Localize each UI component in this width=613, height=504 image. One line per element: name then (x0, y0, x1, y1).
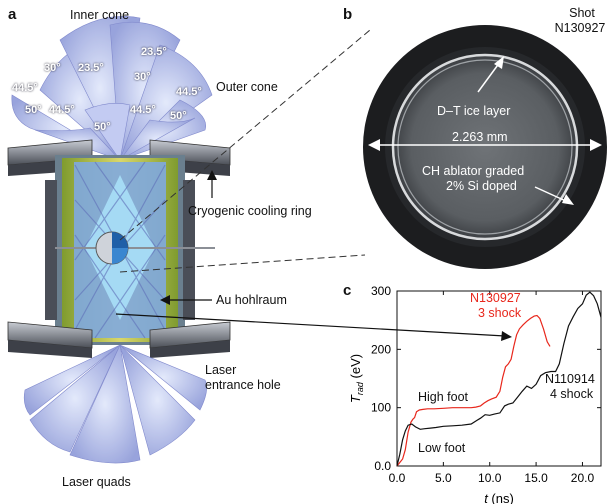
panel-a-arrows (115, 178, 506, 337)
x-axis-label: t (ns) (484, 491, 514, 504)
ablator-label-1: CH ablator graded (422, 164, 525, 178)
angle-label: 44.5° (49, 104, 75, 116)
angle-label: 30° (134, 71, 151, 83)
diameter-label: 2.263 mm (452, 130, 508, 144)
low-foot-label: Low foot (418, 441, 466, 455)
x-tick-label: 0.0 (389, 471, 406, 485)
dashed-projection-lines (119, 29, 371, 273)
lower-cooling-ring (7, 321, 231, 358)
cryogenic-ring-label: Cryogenic cooling ring (188, 204, 312, 218)
high-foot-label: High foot (418, 390, 469, 404)
angle-label: 30° (44, 62, 61, 74)
angle-label: 50° (94, 121, 111, 133)
shot-label: Shot N130927 (552, 6, 612, 36)
plot-frame (396, 290, 602, 467)
angle-label: 50° (25, 104, 42, 116)
angle-label: 44.5° (130, 104, 156, 116)
x-tick-label: 15.0 (524, 471, 548, 485)
x-tick-label: 5.0 (435, 471, 452, 485)
s1-name-label: N130927 (470, 291, 521, 305)
hohlraum-body (45, 155, 215, 345)
entrance-hole-label-1: Laser (205, 363, 237, 377)
y-tick-label: 0.0 (374, 459, 391, 473)
laser-quads-label: Laser quads (62, 475, 131, 489)
ice-layer-label: D–T ice layer (437, 104, 511, 118)
shot-label-line1: Shot (569, 6, 595, 20)
y-tick-label: 300 (371, 284, 391, 298)
panel-c-letter: c (343, 282, 352, 299)
s2-desc-label: 4 shock (550, 387, 594, 401)
inner-cone-label: Inner cone (70, 8, 130, 22)
series-line-N130927 (396, 314, 551, 467)
angle-label: 44.5° (12, 82, 38, 94)
y-tick-label: 100 (371, 401, 391, 415)
lower-laser-beams (23, 343, 207, 464)
angle-label: 50° (170, 110, 187, 122)
series-line-N110914 (396, 291, 602, 467)
angle-label: 23.5° (141, 46, 167, 58)
panel-b-letter: b (343, 6, 353, 23)
y-axis-label: Trad (eV) (348, 354, 365, 403)
angle-label: 23.5° (78, 62, 104, 74)
x-tick-label: 20.0 (571, 471, 595, 485)
outer-cone-label: Outer cone (216, 80, 278, 94)
hohlraum-label: Au hohlraum (216, 293, 287, 307)
panel-a-letter: a (8, 6, 17, 23)
x-tick-label: 10.0 (478, 471, 502, 485)
s1-desc-label: 3 shock (478, 306, 522, 320)
y-tick-label: 200 (371, 342, 391, 356)
angle-label: 44.5° (176, 86, 202, 98)
s2-name-label: N110914 (545, 372, 595, 386)
capsule-radiograph (363, 25, 607, 269)
trad-chart: 0.0 5.0 10.0 15.0 20.0 0.0 100 200 300 t (ns) Trad… (348, 284, 602, 504)
shot-label-line2: N130927 (554, 21, 606, 35)
entrance-hole-label-2: entrance hole (205, 378, 281, 392)
ablator-label-2: 2% Si doped (446, 179, 517, 193)
